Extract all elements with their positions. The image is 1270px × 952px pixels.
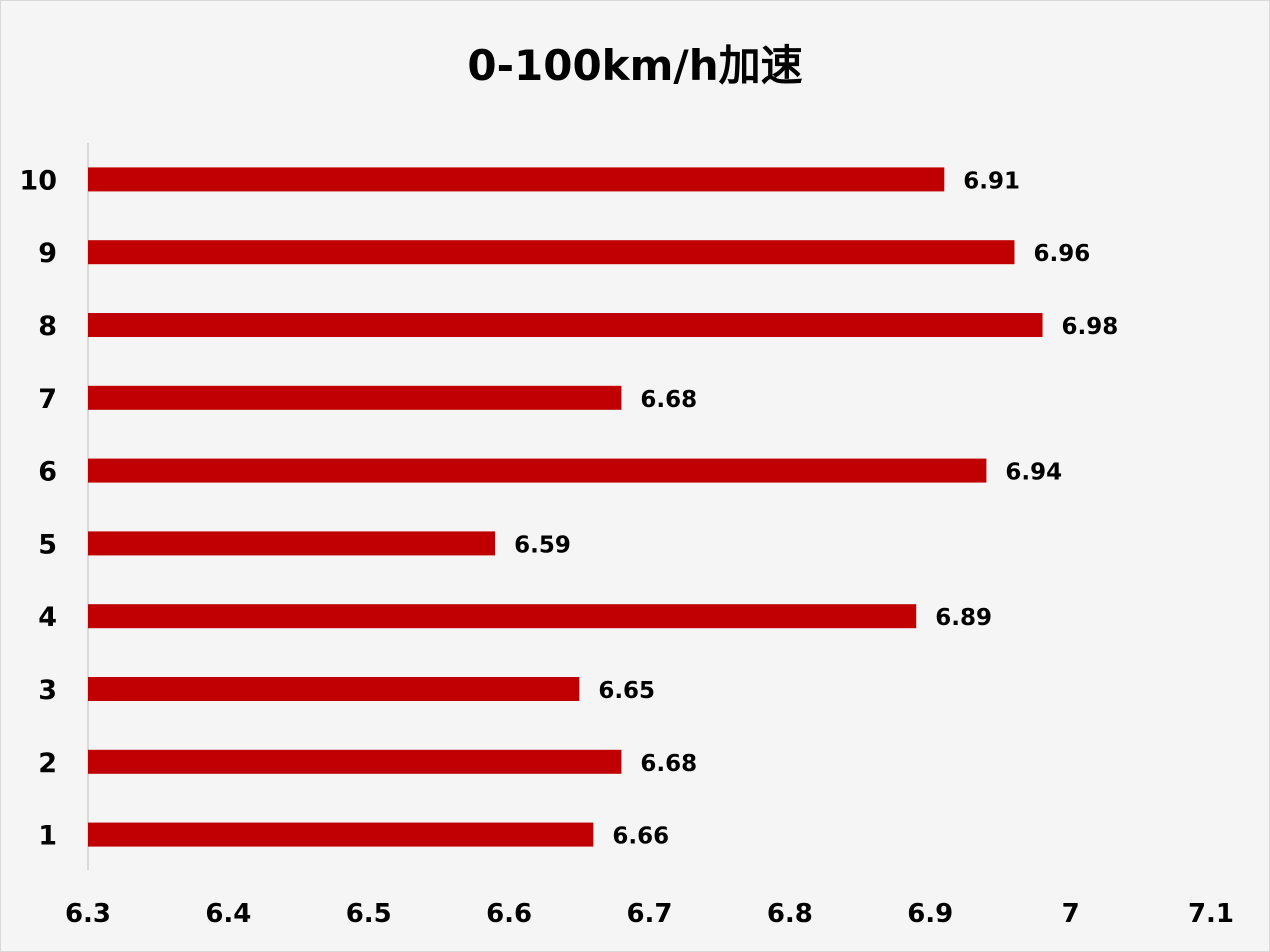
x-tick-label: 6.3 <box>65 899 111 929</box>
x-tick-label: 6.7 <box>626 899 672 929</box>
data-label-4: 6.89 <box>935 605 992 631</box>
data-label-6: 6.94 <box>1005 460 1062 486</box>
bar-6 <box>88 458 987 483</box>
category-label-10: 10 <box>19 165 57 196</box>
x-tick-label: 6.5 <box>346 899 392 929</box>
x-tick-label: 7.1 <box>1188 899 1234 929</box>
bar-10 <box>88 167 945 192</box>
data-label-2: 6.68 <box>640 751 697 777</box>
bar-7 <box>88 385 622 410</box>
bar-9 <box>88 240 1015 265</box>
bar-4 <box>88 604 917 629</box>
data-label-5: 6.59 <box>514 532 571 558</box>
x-tick-label: 7 <box>1062 899 1080 929</box>
category-label-4: 4 <box>38 602 57 633</box>
category-label-3: 3 <box>38 675 57 706</box>
category-label-5: 5 <box>38 529 57 560</box>
bars-group <box>88 167 1043 847</box>
bar-5 <box>88 531 496 556</box>
data-label-9: 6.96 <box>1033 241 1090 267</box>
bar-8 <box>88 313 1043 337</box>
category-labels-group: 1 2 3 4 5 6 7 8 9 10 <box>19 165 57 851</box>
x-tick-label: 6.4 <box>205 899 251 929</box>
x-tick-label: 6.9 <box>907 899 953 929</box>
x-tick-labels-group: 6.3 6.4 6.5 6.6 6.7 6.8 6.9 7 7.1 <box>65 899 1234 929</box>
category-label-2: 2 <box>38 748 57 779</box>
category-label-1: 1 <box>38 821 57 852</box>
category-label-9: 9 <box>38 238 57 269</box>
bar-3 <box>88 677 580 701</box>
value-labels-group: 6.66 6.68 6.65 6.89 6.59 6.94 6.68 6.98 6.96 6.91 <box>514 168 1118 849</box>
data-label-8: 6.98 <box>1062 314 1119 340</box>
category-label-8: 8 <box>38 311 57 342</box>
data-label-1: 6.66 <box>612 824 669 850</box>
x-tick-label: 6.8 <box>767 899 813 929</box>
data-label-3: 6.65 <box>598 678 655 704</box>
bar-2 <box>88 749 622 774</box>
data-label-7: 6.68 <box>640 387 697 413</box>
category-label-6: 6 <box>38 457 57 488</box>
data-label-10: 6.91 <box>963 168 1020 194</box>
chart-title: 0-100km/h加速 <box>467 41 803 90</box>
x-tick-label: 6.6 <box>486 899 532 929</box>
bar-1 <box>88 822 594 847</box>
category-label-7: 7 <box>38 384 57 415</box>
